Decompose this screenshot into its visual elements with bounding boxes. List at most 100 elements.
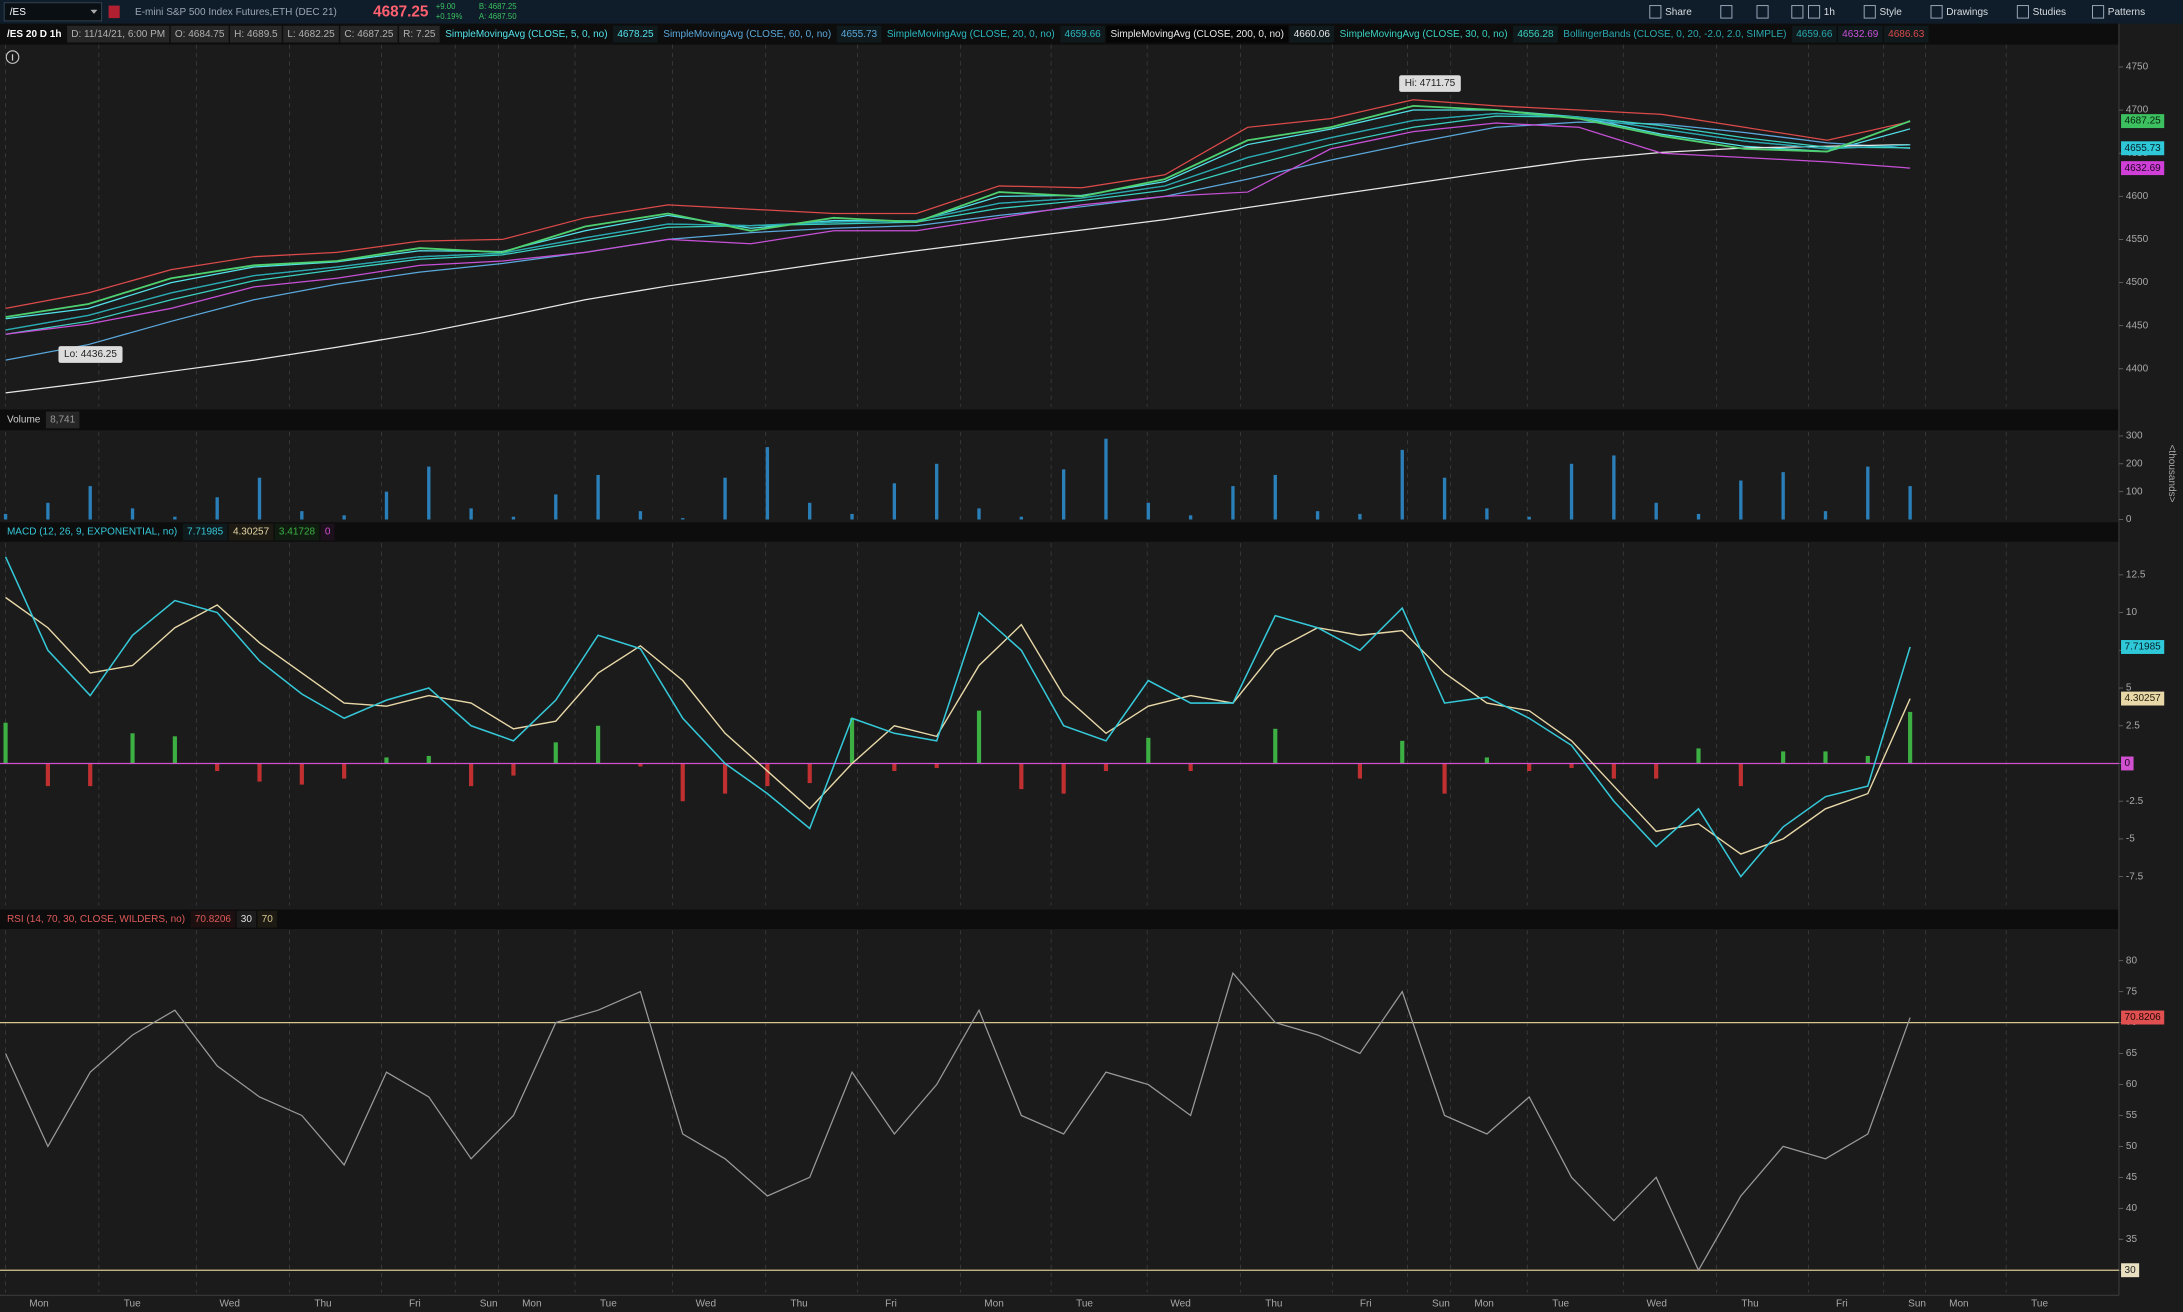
- volume-bar: [977, 508, 981, 520]
- ohlc-field-box: [399, 25, 440, 43]
- y-tick-label: 2.5: [2126, 720, 2140, 731]
- volume-bar: [1358, 513, 1362, 520]
- ohlc-field-box: [230, 25, 282, 43]
- macd-value-tag-box: [2121, 640, 2165, 654]
- volume-bar: [1654, 502, 1658, 520]
- macd-hist: [384, 757, 389, 764]
- toolbar: [0, 0, 2183, 24]
- time-label: Wed: [220, 1298, 240, 1309]
- macd-zero-tag: 0: [2125, 758, 2131, 769]
- price-header: [0, 23, 2119, 45]
- toolbar-icon[interactable]: [1720, 5, 1733, 19]
- macd-hist: [722, 763, 728, 794]
- study-label: SimpleMovingAvg (CLOSE, 20, 0, no): [887, 29, 1055, 40]
- symbol-box[interactable]: [3, 2, 103, 22]
- toolbar-button[interactable]: Studies: [2033, 7, 2066, 18]
- y-tick-label: 50: [2126, 1141, 2138, 1152]
- rsi-tag: 70.8206: [2125, 1012, 2162, 1023]
- volume-header: [0, 409, 2119, 431]
- study-line: [5, 122, 1911, 335]
- band-tag-box: [2121, 161, 2165, 176]
- volume-bar: [1146, 502, 1150, 520]
- macd-hist: [3, 722, 8, 764]
- macd-hist: [45, 763, 50, 787]
- toolbar-button[interactable]: 1h: [1824, 7, 1835, 18]
- macd-hist: [511, 763, 516, 776]
- y-tick-label: 65: [2126, 1048, 2138, 1059]
- time-label: Fri: [1836, 1298, 1848, 1309]
- toolbar-button[interactable]: Share: [1665, 7, 1692, 18]
- close-tag: 4687.25: [2125, 116, 2162, 127]
- macd-hist: [1357, 763, 1363, 779]
- study-label: SimpleMovingAvg (CLOSE, 5, 0, no): [445, 29, 607, 40]
- macd-hist: [849, 718, 855, 764]
- high-label-box: [1399, 75, 1461, 92]
- macd-hist: [892, 763, 897, 772]
- macd-hist: [215, 763, 220, 772]
- button-icon[interactable]: [1808, 5, 1821, 19]
- button-icon[interactable]: [2016, 5, 2029, 19]
- rsi-oversold: 30: [241, 914, 253, 925]
- time-label: Thu: [1265, 1298, 1282, 1309]
- study-label: BollingerBands (CLOSE, 0, 20, -2.0, 2.0,…: [1563, 29, 1786, 40]
- volume-bar: [554, 494, 558, 520]
- close-tag-box: [2121, 114, 2165, 129]
- info-icon[interactable]: [5, 50, 20, 64]
- volume-bar: [1315, 511, 1320, 520]
- study-value: 4655.73: [841, 29, 878, 40]
- button-icon[interactable]: [1649, 5, 1662, 19]
- volume-bar: [1527, 516, 1531, 520]
- macd-hist: [1146, 737, 1151, 764]
- macd-value: 7.71985: [187, 527, 224, 538]
- symbol[interactable]: /ES: [10, 7, 26, 18]
- button-icon[interactable]: [1930, 5, 1943, 19]
- time-label: Fri: [1360, 1298, 1372, 1309]
- macd-hist: [1908, 711, 1913, 764]
- toolbar-icon[interactable]: [1791, 5, 1804, 19]
- ohlc-field: R: 7.25: [403, 29, 436, 40]
- time-label: Fri: [885, 1298, 897, 1309]
- y-tick-label: -7.5: [2126, 871, 2144, 882]
- macd-hist: [1781, 751, 1786, 764]
- y-tick-label: 300: [2126, 431, 2143, 442]
- volume-unit: <thousands>: [2166, 445, 2177, 503]
- study-value: 4656.28: [1517, 29, 1554, 40]
- ohlc-field-box: [67, 25, 170, 43]
- y-tick-label: 100: [2126, 486, 2143, 497]
- rsi-line: [4, 971, 1911, 1272]
- y-tick-label: 4700: [2126, 105, 2149, 116]
- toolbar-icon[interactable]: [1756, 5, 1769, 19]
- volume-bar: [215, 497, 219, 520]
- time-label: Wed: [1647, 1298, 1667, 1309]
- button-icon[interactable]: [2092, 5, 2105, 19]
- volume-title: Volume: [7, 415, 41, 426]
- macd-hist: [1273, 728, 1278, 764]
- volume-bar: [1485, 508, 1489, 520]
- study-value-box: [1837, 25, 1883, 43]
- macd-avg-box: [228, 523, 274, 541]
- change-pct: +0.19%: [436, 12, 463, 21]
- sma-tag: 4655.73: [2125, 143, 2162, 154]
- time-label: Mon: [1949, 1298, 1968, 1309]
- study-value-box: [1289, 25, 1335, 43]
- macd-hist: [1696, 748, 1701, 764]
- study-value: 4632.69: [1842, 29, 1879, 40]
- volume-bar: [1908, 486, 1912, 520]
- button-icon[interactable]: [1863, 5, 1876, 19]
- ohlc-field-box: [170, 25, 229, 43]
- volume-bar: [469, 508, 473, 520]
- toolbar-button[interactable]: Drawings: [1946, 7, 1988, 18]
- macd-value-tag: 7.71985: [2125, 642, 2162, 653]
- macd-hist: [1823, 751, 1828, 764]
- macd-hist: [130, 733, 135, 764]
- y-tick-label: 35: [2126, 1234, 2138, 1245]
- y-tick-label: 60: [2126, 1079, 2138, 1090]
- time-label: Tue: [124, 1298, 141, 1309]
- time-label: Thu: [314, 1298, 331, 1309]
- toolbar-button[interactable]: Patterns: [2108, 7, 2145, 18]
- toolbar-button[interactable]: Style: [1879, 7, 1902, 18]
- sma-tag-box: [2121, 141, 2165, 156]
- macd-avg-tag: 4.30257: [2125, 693, 2162, 704]
- y-tick-label: 0: [2126, 514, 2132, 525]
- time-label: Tue: [2031, 1298, 2048, 1309]
